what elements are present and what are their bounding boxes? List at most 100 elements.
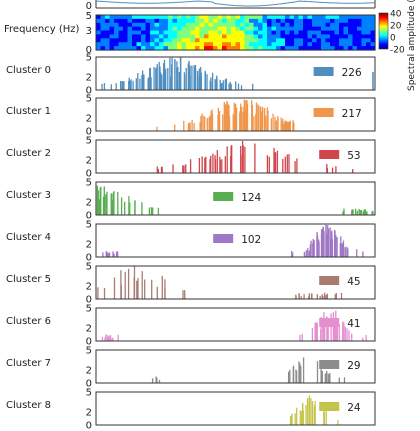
spectrogram-cell xyxy=(136,18,142,24)
spectrogram-cell xyxy=(307,15,313,20)
histogram-ytick: 0 xyxy=(86,295,92,306)
cluster-label: Cluster 1 xyxy=(6,106,51,117)
spectrogram-cell xyxy=(348,15,354,20)
spectrogram-cell xyxy=(123,34,129,39)
cluster-label: Cluster 7 xyxy=(6,358,51,369)
spectrogram-cell xyxy=(352,22,358,28)
spectrogram-cell xyxy=(127,34,133,39)
spectrogram-cell xyxy=(235,30,241,36)
spectrogram-cell xyxy=(163,15,169,20)
spectrogram-cell xyxy=(163,26,169,32)
colorbar-label: Spectral amplitude (dB xyxy=(407,0,417,91)
spectrogram-cell xyxy=(141,18,147,24)
spectrogram-cell xyxy=(231,30,237,36)
cluster-count: 24 xyxy=(347,402,361,414)
histogram-ytick: 2 xyxy=(86,365,92,376)
spectrogram-cell xyxy=(330,26,336,32)
spectrogram-cell xyxy=(343,34,349,39)
spectrogram-cell xyxy=(150,30,156,36)
spectrogram-cell xyxy=(199,42,205,47)
spectrogram-cell xyxy=(199,38,205,43)
spectrogram-cell xyxy=(271,42,277,47)
spectrogram-cell xyxy=(298,15,304,20)
spectrogram-cell xyxy=(118,42,124,47)
spectrogram-cell xyxy=(325,30,331,36)
spectrogram-cell xyxy=(289,42,295,47)
spectrogram-cell xyxy=(280,42,286,47)
spectrogram-cell xyxy=(348,18,354,24)
spectrogram-cell xyxy=(181,26,187,32)
spectrogram-ytick: 0 xyxy=(86,45,92,56)
spectrogram-cell xyxy=(235,22,241,28)
spectrogram-cell xyxy=(253,15,259,20)
spectrogram-cell xyxy=(267,38,273,43)
spectrogram-cell xyxy=(249,15,255,20)
spectrogram-cell xyxy=(262,38,268,43)
spectrogram-cell xyxy=(258,46,264,51)
spectrogram-cell xyxy=(298,22,304,28)
cluster-axes-frame xyxy=(95,139,376,174)
spectrogram-cell xyxy=(208,34,214,39)
spectrogram-cell xyxy=(163,22,169,28)
spectrogram-cell xyxy=(303,18,309,24)
spectrogram-cell xyxy=(100,42,106,47)
spectrogram-cell xyxy=(352,46,358,51)
spectrogram-cell xyxy=(114,18,120,24)
spectrogram-cell xyxy=(253,34,259,39)
spectrogram-cell xyxy=(163,18,169,24)
spectrogram-cell xyxy=(186,15,192,20)
spectrogram-cell xyxy=(213,42,219,47)
spectrogram-cell xyxy=(186,34,192,39)
spectrogram-cell xyxy=(276,18,282,24)
spectrogram-cell xyxy=(100,26,106,32)
spectrogram-cell xyxy=(208,22,214,28)
spectrogram-cell xyxy=(132,34,138,39)
spectrogram-cell xyxy=(226,38,232,43)
spectrogram-cell xyxy=(118,22,124,28)
spectrogram-cell xyxy=(96,34,102,39)
histogram-bars-8 xyxy=(289,395,339,425)
spectrogram-cell xyxy=(244,30,250,36)
spectrogram-cell xyxy=(172,26,178,32)
spectrogram-cell xyxy=(303,22,309,28)
spectrogram-cell xyxy=(127,26,133,32)
cluster-label: Cluster 5 xyxy=(6,274,51,285)
spectrogram-cell xyxy=(217,42,223,47)
spectrogram-cell xyxy=(213,15,219,20)
spectrogram-cell xyxy=(352,34,358,39)
spectrogram-cell xyxy=(100,30,106,36)
cluster-count: 41 xyxy=(347,318,360,330)
spectrogram-cell xyxy=(100,34,106,39)
spectrogram-cell xyxy=(145,26,151,32)
spectrogram-cell xyxy=(307,30,313,36)
cluster-panel-5: Cluster 5 5 2 0 45 xyxy=(6,262,376,306)
spectrogram-cell xyxy=(352,42,358,47)
spectrogram-cell xyxy=(339,26,345,32)
spectrogram-cell xyxy=(195,46,201,51)
spectrogram-cell xyxy=(100,15,106,20)
histogram-ytick: 0 xyxy=(86,421,92,431)
spectrogram-cell xyxy=(244,42,250,47)
spectrogram-cell xyxy=(199,15,205,20)
spectrogram-cell xyxy=(195,26,201,32)
spectrogram-cell xyxy=(141,38,147,43)
spectrogram-cell xyxy=(298,38,304,43)
spectrogram-cell xyxy=(303,38,309,43)
spectrogram-cell xyxy=(132,15,138,20)
spectrogram-cell xyxy=(159,15,165,20)
spectrogram-cell xyxy=(208,26,214,32)
spectrogram-cell xyxy=(366,26,372,32)
spectrogram-cell xyxy=(145,38,151,43)
histogram-ytick: 5 xyxy=(86,304,92,315)
spectrogram-cell xyxy=(352,38,358,43)
spectrogram-cell xyxy=(100,38,106,43)
spectrogram-cell xyxy=(190,22,196,28)
spectrogram-cell xyxy=(285,26,291,32)
spectrogram-cell xyxy=(159,38,165,43)
spectrogram-cell xyxy=(307,34,313,39)
spectrogram-cell xyxy=(159,18,165,24)
spectrogram-cell xyxy=(280,46,286,51)
spectrogram-cell xyxy=(343,46,349,51)
spectrogram-cell xyxy=(114,38,120,43)
spectrogram-cell xyxy=(195,22,201,28)
